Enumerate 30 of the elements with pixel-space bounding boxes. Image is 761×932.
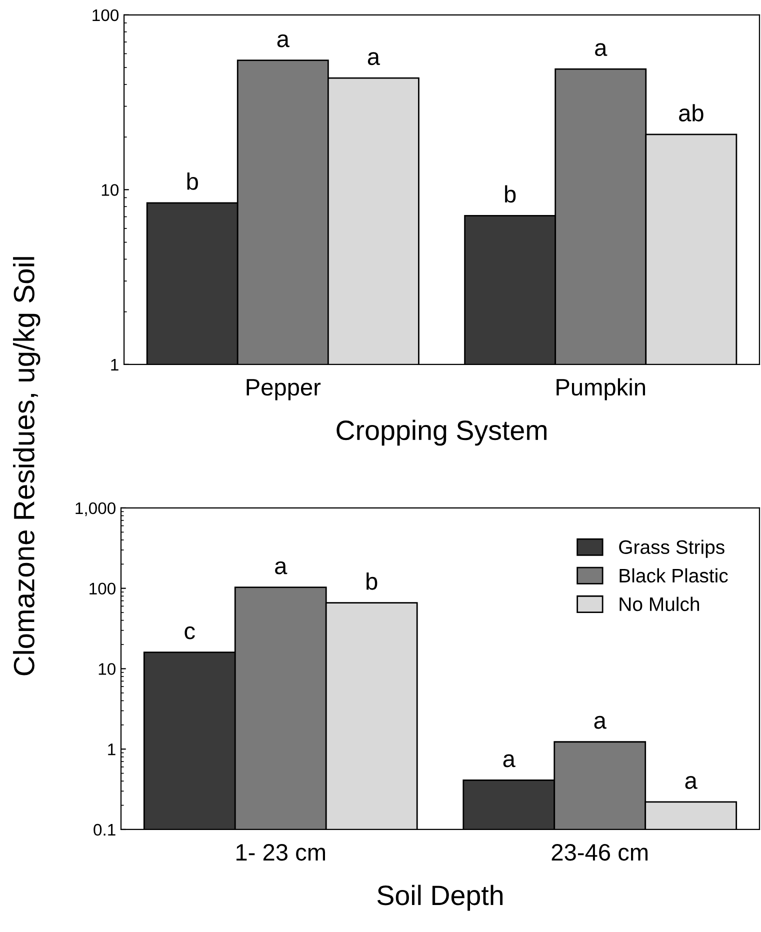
data-label: a bbox=[594, 716, 606, 729]
data-label: c bbox=[184, 626, 195, 640]
y-tick-label: 100 bbox=[90, 582, 116, 595]
legend-label: No Mulch bbox=[620, 596, 700, 612]
y-tick-label: 1 bbox=[111, 358, 118, 370]
data-label: a bbox=[368, 52, 380, 66]
y-tick-label: 10 bbox=[102, 184, 119, 196]
data-label: a bbox=[595, 43, 608, 56]
data-label: b bbox=[187, 172, 198, 190]
y-tick-label: 1 bbox=[108, 744, 116, 756]
x-axis-title: Soil Depth bbox=[377, 884, 503, 911]
x-tick-label: 1- 23 cm bbox=[236, 844, 325, 861]
y-tick-label: 1,000 bbox=[76, 502, 116, 516]
x-tick-label: Pumpkin bbox=[556, 378, 646, 400]
data-label: b bbox=[366, 572, 378, 590]
y-tick-label: 0.1 bbox=[94, 824, 116, 836]
x-tick-label: Pepper bbox=[246, 379, 321, 400]
y-tick-label: 100 bbox=[92, 9, 119, 22]
y-tick-label: 10 bbox=[98, 663, 116, 675]
data-label: a bbox=[685, 776, 698, 789]
data-label: a bbox=[275, 561, 288, 574]
x-axis-title: Cropping System bbox=[336, 420, 546, 446]
y-axis-title: Clomazone Residues, ug/kg Soil bbox=[13, 257, 40, 676]
x-tick-label: 23-46 cm bbox=[552, 844, 648, 861]
data-label: b bbox=[505, 185, 516, 203]
data-label: ab bbox=[679, 104, 704, 122]
data-label: a bbox=[503, 754, 516, 768]
data-label: a bbox=[277, 34, 290, 48]
legend-label: Grass Strips bbox=[619, 540, 724, 558]
legend-label: Black Plastic bbox=[620, 568, 728, 583]
